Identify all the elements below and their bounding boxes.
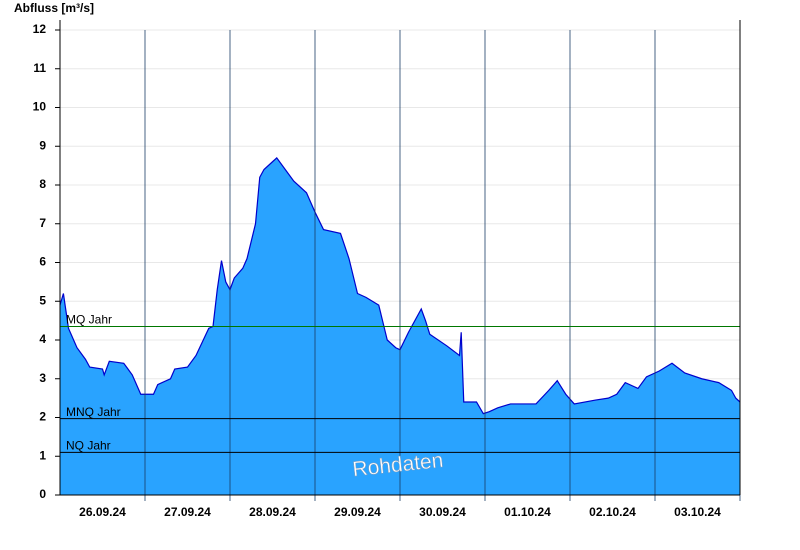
x-tick-label: 27.09.24 xyxy=(164,505,211,519)
x-tick-label: 28.09.24 xyxy=(249,505,296,519)
y-tick-label: 3 xyxy=(39,371,46,385)
reference-label: MQ Jahr xyxy=(66,313,112,327)
reference-label: MNQ Jahr xyxy=(66,405,121,419)
y-tick-label: 9 xyxy=(39,138,46,152)
y-tick-label: 11 xyxy=(33,61,46,75)
y-tick-label: 1 xyxy=(39,448,46,462)
x-tick-label: 29.09.24 xyxy=(334,505,381,519)
y-tick-label: 4 xyxy=(39,332,46,346)
x-tick-label: 03.10.24 xyxy=(674,505,721,519)
y-tick-label: 7 xyxy=(39,216,46,230)
y-tick-label: 5 xyxy=(39,293,46,307)
y-tick-label: 12 xyxy=(33,22,47,36)
x-tick-label: 01.10.24 xyxy=(504,505,551,519)
reference-label: NQ Jahr xyxy=(66,439,111,453)
y-tick-label: 6 xyxy=(39,255,46,269)
x-tick-label: 26.09.24 xyxy=(79,505,126,519)
y-tick-label: 2 xyxy=(39,410,46,424)
y-axis-label: Abfluss [m³/s] xyxy=(14,1,94,15)
line xyxy=(59,156,741,415)
y-tick-label: 0 xyxy=(39,487,46,501)
x-tick-label: 30.09.24 xyxy=(419,505,466,519)
y-tick-label: 10 xyxy=(33,100,47,114)
x-tick-label: 02.10.24 xyxy=(589,505,636,519)
y-tick-label: 8 xyxy=(39,177,46,191)
